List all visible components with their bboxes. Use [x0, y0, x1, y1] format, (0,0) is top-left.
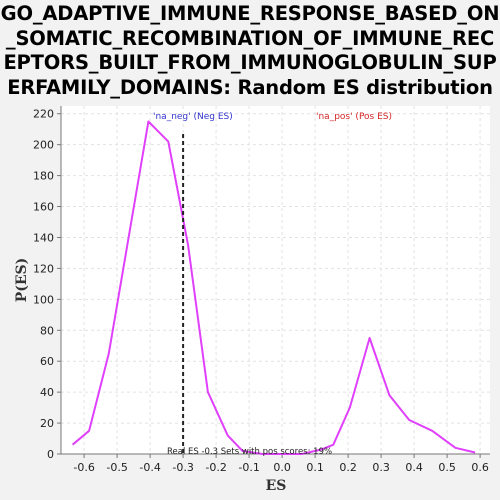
- x-ticks: -0.6 -0.5 -0.4 -0.3 -0.2 -0.1 0.0 0.1 0.2 0.3 0.4 0…: [73, 454, 489, 474]
- x-tick-label-10: 0.4: [405, 461, 423, 474]
- y-tick-label-10: 200: [33, 139, 54, 152]
- y-tick-label-8: 160: [33, 201, 54, 214]
- y-tick-label-6: 120: [33, 262, 54, 275]
- x-tick-label-7: 0.1: [306, 461, 324, 474]
- y-tick-label-3: 60: [40, 355, 54, 368]
- x-tick-label-4: -0.2: [205, 461, 226, 474]
- legend-neg: 'na_neg' (Neg ES): [153, 112, 233, 122]
- series-line-0: [71, 120, 476, 455]
- real-es-annotation: Real ES -0.3 Sets with pos scores: 19%: [167, 447, 332, 457]
- y-tick-label-2: 40: [40, 386, 54, 399]
- x-tick-label-11: 0.5: [438, 461, 456, 474]
- x-tick-label-9: 0.3: [372, 461, 390, 474]
- grid-lines: [61, 106, 490, 455]
- title-line-1: GO_ADAPTIVE_IMMUNE_RESPONSE_BASED_ON: [0, 2, 500, 25]
- x-tick-label-2: -0.4: [139, 461, 160, 474]
- x-tick-label-12: 0.6: [471, 461, 489, 474]
- series-group: [71, 120, 476, 455]
- y-tick-label-9: 180: [33, 170, 54, 183]
- y-ticks: 0 20 40 60 80 100 120 140 160 180 200 220: [33, 108, 61, 461]
- x-tick-label-3: -0.3: [172, 461, 193, 474]
- x-axis-label: ES: [266, 478, 287, 494]
- y-tick-label-0: 0: [47, 448, 54, 461]
- y-tick-label-7: 140: [33, 231, 54, 244]
- y-tick-label-11: 220: [33, 108, 54, 121]
- y-tick-label-5: 100: [33, 293, 54, 306]
- legend-pos: 'na_pos' (Pos ES): [316, 112, 392, 122]
- title-line-3: EPTORS_BUILT_FROM_IMMUNOGLOBULIN_SUP: [3, 51, 497, 74]
- chart-title: GO_ADAPTIVE_IMMUNE_RESPONSE_BASED_ON _SO…: [0, 2, 500, 100]
- x-tick-label-1: -0.5: [106, 461, 127, 474]
- plot-area: [61, 106, 490, 454]
- x-tick-label-8: 0.2: [339, 461, 357, 474]
- title-line-2: _SOMATIC_RECOMBINATION_OF_IMMUNE_REC: [5, 26, 495, 50]
- title-line-4: ERFAMILY_DOMAINS: Random ES distribution: [7, 75, 493, 99]
- x-tick-label-5: -0.1: [238, 461, 259, 474]
- y-tick-label-4: 80: [40, 324, 54, 337]
- y-axis-label: P(ES): [14, 258, 30, 303]
- y-tick-label-1: 20: [40, 417, 54, 430]
- x-tick-label-0: -0.6: [73, 461, 94, 474]
- x-tick-label-6: 0.0: [273, 461, 291, 474]
